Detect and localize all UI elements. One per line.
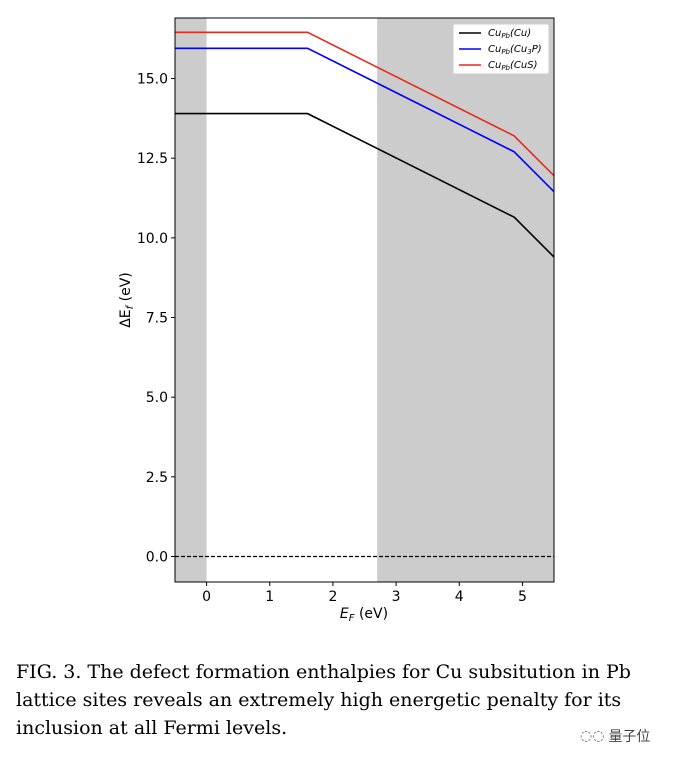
wechat-icon: ◌◌ (580, 728, 605, 744)
watermark: ◌◌ 量子位 (580, 726, 650, 746)
y-tick-label: 2.5 (146, 470, 168, 486)
plot-frame (174, 17, 555, 583)
x-axis-symbol: E (340, 606, 349, 622)
x-tick-label: 2 (328, 589, 337, 605)
y-tick-label: 15.0 (137, 72, 168, 88)
x-axis-subscript: F (349, 613, 355, 624)
figure-caption: FIG. 3. The defect formation enthalpies … (16, 661, 631, 739)
legend-box (452, 23, 550, 75)
x-axis-unit: (eV) (355, 606, 389, 622)
series-line-cupb-cu (175, 112, 555, 258)
y-axis-unit: (eV) (118, 272, 134, 306)
series-line-cupb-cu3p (175, 47, 555, 193)
legend-label-cu3p: CuPb(Cu3P) (488, 44, 542, 56)
x-tick-label: 3 (392, 589, 401, 605)
legend: CuPb(Cu) CuPb(Cu3P) CuPb(CuS) (452, 23, 550, 75)
y-tick-label: 10.0 (137, 231, 168, 247)
y-tick-label: 5.0 (146, 390, 168, 406)
x-tick-label: 5 (518, 589, 527, 605)
watermark-text: 量子位 (608, 729, 651, 745)
y-axis-subscript: f (125, 304, 136, 309)
shaded-region-1 (377, 18, 554, 582)
shaded-region-0 (175, 18, 207, 582)
x-tick-label: 1 (265, 589, 274, 605)
legend-label-cu: CuPb(Cu) (488, 28, 531, 40)
legend-label-cus: CuPb(CuS) (488, 60, 537, 72)
y-axis-symbol: ΔE (118, 309, 134, 327)
x-tick-label: 4 (455, 589, 464, 605)
series-line-cupb-cus (175, 31, 555, 177)
y-tick-label: 12.5 (137, 151, 168, 167)
x-axis-label: EF (eV) (340, 606, 388, 624)
y-axis-label: ΔEf (eV) (118, 272, 136, 328)
y-tick-label: 7.5 (146, 311, 168, 327)
y-tick-label: 0.0 (146, 550, 168, 566)
x-tick-label: 0 (202, 589, 211, 605)
